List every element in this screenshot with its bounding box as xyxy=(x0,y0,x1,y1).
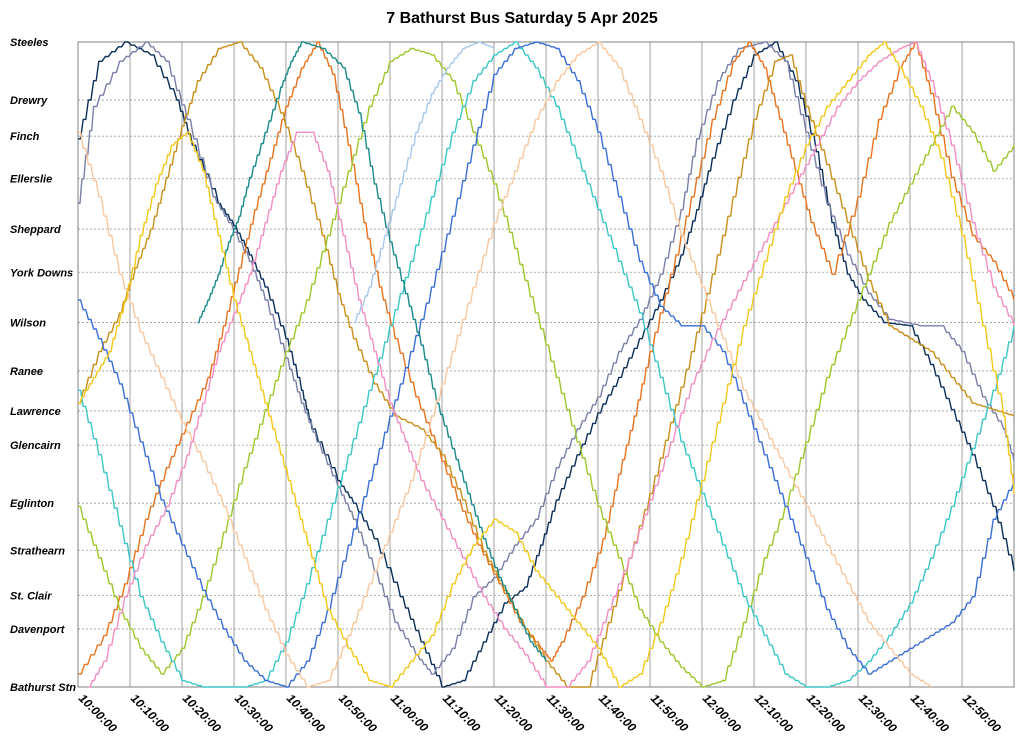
trip-line-9 xyxy=(78,41,932,688)
x-tick-label: 10:30:00 xyxy=(232,691,276,735)
y-tick-label: Sheppard xyxy=(10,224,61,236)
trip-line-10 xyxy=(88,41,1015,688)
trip-line-8 xyxy=(197,41,547,662)
x-tick-label: 11:10:00 xyxy=(440,691,483,734)
x-tick-label: 11:50:00 xyxy=(648,691,691,734)
trip-line-5 xyxy=(78,47,1015,688)
trip-line-11 xyxy=(78,41,1015,688)
x-tick-label: 12:20:00 xyxy=(804,691,848,735)
trip-line-2 xyxy=(78,41,1015,675)
x-tick-label: 12:30:00 xyxy=(856,691,900,735)
y-tick-label: Bathurst Stn xyxy=(10,682,76,694)
trip-line-1 xyxy=(78,41,1015,688)
x-tick-label: 12:40:00 xyxy=(908,691,952,735)
trip-line-7 xyxy=(78,41,1015,688)
y-tick-label: Drewry xyxy=(10,95,48,107)
trip-line-3 xyxy=(78,41,1015,675)
x-tick-label: 12:10:00 xyxy=(752,691,796,735)
series-layer xyxy=(78,41,1015,688)
x-tick-label: 11:30:00 xyxy=(544,691,587,734)
x-tick-label: 10:50:00 xyxy=(336,691,380,735)
y-tick-label: Ellerslie xyxy=(10,174,52,186)
x-tick-label: 12:50:00 xyxy=(960,691,1004,735)
x-tick-label: 11:20:00 xyxy=(492,691,535,734)
x-tick-label: 12:00:00 xyxy=(700,691,744,735)
x-tick-label: 11:40:00 xyxy=(596,691,639,734)
trip-line-12 xyxy=(353,41,495,324)
y-tick-label: Eglinton xyxy=(10,498,54,510)
y-tick-label: Wilson xyxy=(10,318,46,330)
x-tick-label: 10:00:00 xyxy=(76,691,120,735)
x-tick-label: 10:20:00 xyxy=(180,691,224,735)
y-axis-labels: Steeles Drewry Finch Ellerslie Sheppard York … xyxy=(10,37,76,694)
chart-title: 7 Bathurst Bus Saturday 5 Apr 2025 xyxy=(386,10,658,27)
y-tick-label: Steeles xyxy=(10,37,49,49)
x-tick-label: 11:00:00 xyxy=(388,691,431,734)
trip-line-4 xyxy=(78,41,1015,688)
x-tick-label: 10:40:00 xyxy=(284,691,328,735)
y-tick-label: Ranee xyxy=(10,366,43,378)
y-tick-label: York Downs xyxy=(10,267,73,279)
trip-line-6 xyxy=(78,41,1015,688)
y-tick-label: Glencairn xyxy=(10,440,61,452)
y-tick-label: Davenport xyxy=(10,624,66,636)
x-tick-label: 10:10:00 xyxy=(128,691,172,735)
y-tick-label: Finch xyxy=(10,131,40,143)
x-axis-labels: 10:00:00 10:10:00 10:20:00 10:30:00 10:40:00… xyxy=(76,691,1004,735)
y-tick-label: Lawrence xyxy=(10,406,61,418)
y-tick-label: Strathearn xyxy=(10,545,65,557)
y-tick-label: St. Clair xyxy=(10,590,52,602)
